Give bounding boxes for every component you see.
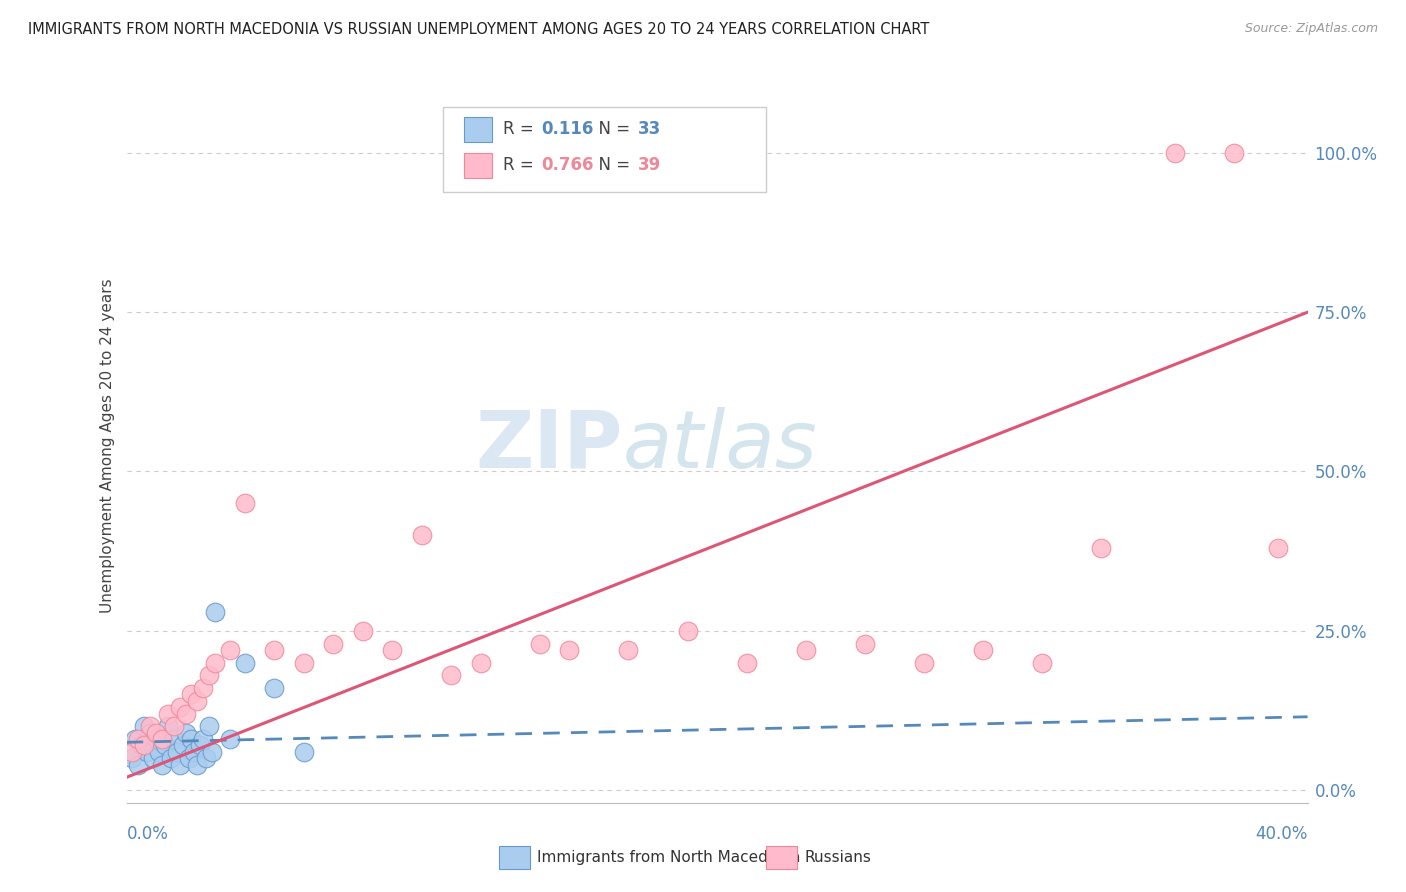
- Point: [127, 757, 149, 772]
- Text: 0.766: 0.766: [541, 156, 593, 174]
- Text: R =: R =: [503, 120, 540, 138]
- Text: N =: N =: [588, 120, 636, 138]
- Point: [263, 643, 285, 657]
- Point: [322, 636, 344, 650]
- Point: [142, 751, 165, 765]
- Point: [159, 751, 183, 765]
- Point: [139, 719, 162, 733]
- Point: [180, 688, 202, 702]
- Point: [174, 706, 197, 721]
- Point: [1267, 541, 1289, 555]
- Point: [198, 668, 221, 682]
- Point: [1222, 145, 1246, 160]
- Text: atlas: atlas: [623, 407, 817, 485]
- Text: 39: 39: [638, 156, 662, 174]
- Point: [1090, 541, 1112, 555]
- Text: 0.0%: 0.0%: [127, 825, 169, 843]
- Point: [121, 751, 143, 765]
- Y-axis label: Unemployment Among Ages 20 to 24 years: Unemployment Among Ages 20 to 24 years: [100, 278, 115, 614]
- Point: [183, 745, 205, 759]
- Point: [219, 732, 242, 747]
- Text: ZIP: ZIP: [475, 407, 623, 485]
- Point: [201, 745, 224, 759]
- Point: [156, 706, 179, 721]
- Point: [735, 656, 758, 670]
- Point: [193, 681, 215, 695]
- Point: [204, 605, 226, 619]
- Point: [440, 668, 463, 682]
- Text: Immigrants from North Macedonia: Immigrants from North Macedonia: [537, 850, 800, 864]
- Text: Russians: Russians: [804, 850, 872, 864]
- Point: [153, 739, 176, 753]
- Point: [292, 745, 315, 759]
- Point: [470, 656, 492, 670]
- Point: [381, 643, 404, 657]
- Point: [124, 732, 146, 747]
- Text: IMMIGRANTS FROM NORTH MACEDONIA VS RUSSIAN UNEMPLOYMENT AMONG AGES 20 TO 24 YEAR: IMMIGRANTS FROM NORTH MACEDONIA VS RUSSI…: [28, 22, 929, 37]
- Point: [1164, 145, 1187, 160]
- Point: [676, 624, 699, 638]
- Point: [188, 739, 211, 753]
- Point: [972, 643, 994, 657]
- Text: 33: 33: [638, 120, 662, 138]
- Point: [195, 751, 218, 765]
- Point: [134, 739, 156, 753]
- Point: [163, 732, 186, 747]
- Point: [411, 528, 433, 542]
- Point: [186, 694, 208, 708]
- Point: [233, 496, 256, 510]
- Text: R =: R =: [503, 156, 540, 174]
- Point: [127, 732, 149, 747]
- Point: [134, 719, 156, 733]
- Point: [150, 732, 173, 747]
- Point: [169, 700, 191, 714]
- Point: [794, 643, 817, 657]
- Point: [156, 719, 179, 733]
- Point: [163, 719, 186, 733]
- Point: [853, 636, 876, 650]
- Point: [180, 732, 202, 747]
- Point: [145, 725, 167, 739]
- Point: [145, 732, 167, 747]
- Point: [174, 725, 197, 739]
- Point: [292, 656, 315, 670]
- Point: [198, 719, 221, 733]
- Text: Source: ZipAtlas.com: Source: ZipAtlas.com: [1244, 22, 1378, 36]
- Point: [912, 656, 935, 670]
- Text: N =: N =: [588, 156, 636, 174]
- Point: [233, 656, 256, 670]
- Point: [529, 636, 551, 650]
- Point: [263, 681, 285, 695]
- Point: [558, 643, 581, 657]
- Point: [169, 757, 191, 772]
- Point: [136, 745, 159, 759]
- Point: [204, 656, 226, 670]
- Point: [150, 757, 173, 772]
- Point: [166, 745, 188, 759]
- Point: [129, 739, 153, 753]
- Point: [177, 751, 200, 765]
- Point: [352, 624, 374, 638]
- Point: [1031, 656, 1053, 670]
- Point: [219, 643, 242, 657]
- Text: 0.116: 0.116: [541, 120, 593, 138]
- Point: [172, 739, 194, 753]
- Point: [193, 732, 215, 747]
- Point: [148, 745, 170, 759]
- Point: [617, 643, 640, 657]
- Point: [186, 757, 208, 772]
- Text: 40.0%: 40.0%: [1256, 825, 1308, 843]
- Point: [139, 725, 162, 739]
- Point: [121, 745, 143, 759]
